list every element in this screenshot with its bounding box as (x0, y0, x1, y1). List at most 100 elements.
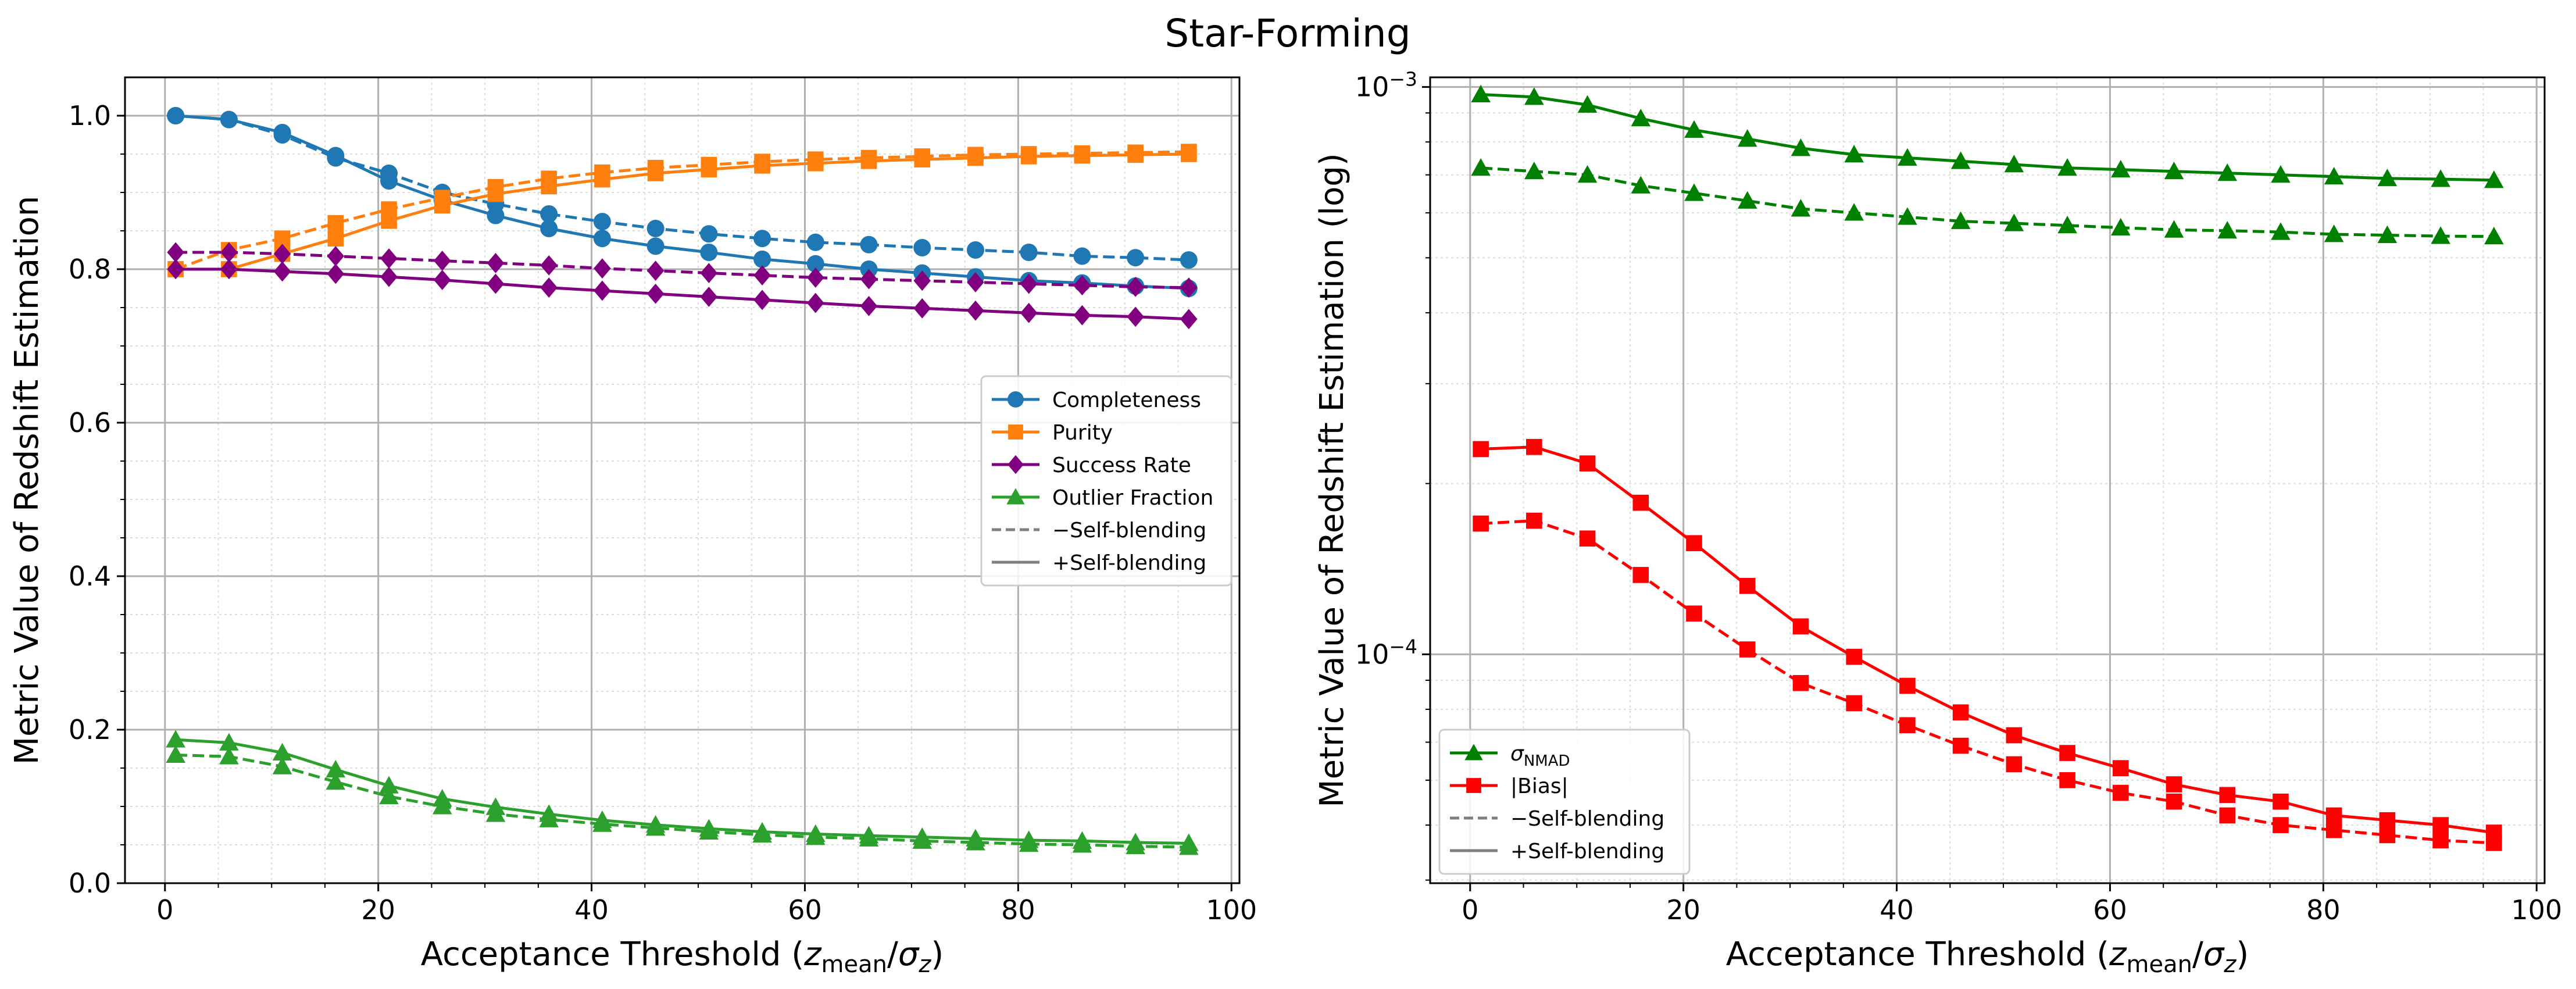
left-data-point (1179, 833, 1199, 851)
right-data-point (2219, 787, 2236, 804)
left-data-point (594, 258, 611, 279)
right-data-point (1579, 455, 1596, 472)
left-data-point (700, 225, 718, 243)
right-data-point (2432, 832, 2449, 849)
right-data-point (2057, 216, 2077, 234)
left-data-point (1073, 305, 1091, 326)
right-data-point (2484, 170, 2504, 188)
right-data-point (1739, 641, 1756, 658)
left-data-point (273, 244, 291, 264)
left-data-point (593, 213, 611, 231)
right-legend-label: σNMAD (1510, 742, 1570, 770)
left-legend-item: +Self-blending (992, 551, 1206, 575)
left-data-point (433, 270, 451, 290)
right-data-point (1739, 577, 1756, 594)
left-data-point (1020, 302, 1038, 323)
left-data-point (700, 243, 718, 261)
right-legend-marker (1464, 744, 1483, 761)
right-data-point (2379, 812, 2396, 829)
left-data-point (1020, 243, 1038, 261)
right-y-axis-label: Metric Value of Redshift Estimation (log… (1313, 153, 1351, 807)
right-data-point (1632, 494, 1649, 511)
left-data-point (752, 822, 772, 840)
right-legend-marker (1466, 778, 1481, 793)
right-data-point (1792, 618, 1809, 635)
right-data-point (2271, 165, 2291, 183)
left-data-point (1073, 275, 1091, 296)
left-x-tick-label: 40 (574, 894, 609, 926)
left-data-point (487, 273, 505, 294)
right-data-point (2271, 222, 2291, 240)
left-y-axis-label: Metric Value of Redshift Estimation (8, 196, 46, 765)
left-data-point (1127, 306, 1144, 327)
left-data-point (808, 155, 824, 172)
left-data-point (326, 772, 346, 790)
right-data-point (1898, 207, 1917, 225)
right-data-point (2324, 167, 2344, 185)
left-data-point (914, 151, 931, 168)
left-data-point (166, 745, 185, 763)
right-data-point (1792, 674, 1809, 691)
right-data-point (2166, 776, 2182, 792)
left-legend-item: Purity (992, 421, 1113, 445)
left-data-point (272, 756, 292, 774)
left-data-point (807, 267, 824, 288)
left-data-point (594, 171, 610, 188)
left-data-point (487, 253, 505, 273)
left-data-point (540, 220, 558, 238)
left-data-point (593, 230, 611, 248)
right-data-point (1844, 145, 1864, 163)
right-legend-label: +Self-blending (1510, 840, 1664, 863)
right-axes-frame (1429, 76, 2546, 884)
right-data-point (2217, 163, 2238, 181)
right-data-point (2004, 213, 2024, 231)
left-data-point (1180, 251, 1198, 269)
right-data-point (2059, 745, 2075, 761)
left-legend-item: Outlier Fraction (992, 486, 1213, 510)
left-data-point (219, 733, 239, 751)
right-data-point (1471, 158, 1491, 176)
right-legend-item: +Self-blending (1450, 840, 1664, 863)
left-legend-label: Outlier Fraction (1052, 486, 1213, 510)
right-series--bias--dashed (1473, 512, 2502, 851)
left-data-point (167, 242, 184, 263)
right-data-point (2006, 756, 2023, 773)
left-data-point (1181, 146, 1197, 162)
left-x-axis-label: Acceptance Threshold (zmean/σz) (421, 936, 944, 978)
right-data-point (1577, 165, 1598, 183)
figure-title: Star-Forming (1164, 11, 1410, 56)
right-data-point (1684, 183, 1704, 201)
right-data-point (2486, 835, 2502, 851)
left-data-point (220, 110, 238, 128)
right-data-point (2325, 822, 2342, 838)
right-x-tick-label: 20 (1666, 894, 1700, 926)
right-data-point (1952, 737, 1969, 754)
right-data-point (2432, 817, 2449, 833)
left-data-point (541, 178, 557, 195)
right-legend: σNMAD |Bias| −Self-blending +Self-blending (1438, 729, 1691, 875)
left-data-point (646, 283, 664, 304)
left-data-point (1072, 831, 1092, 849)
right-series--nmad-solid (1471, 84, 2504, 188)
left-series-success-rate-solid (167, 259, 1198, 330)
left-data-point (220, 259, 238, 280)
right-data-point (1473, 515, 1489, 532)
right-data-point (1899, 717, 1916, 734)
right-data-point (1631, 176, 1651, 194)
right-data-point (1632, 567, 1649, 583)
left-data-point (379, 787, 399, 805)
left-data-point (381, 213, 397, 229)
right-series--bias--solid (1473, 438, 2502, 841)
left-series-success-rate-dashed (167, 242, 1198, 298)
right-data-point (1899, 677, 1916, 694)
left-data-point (432, 789, 452, 807)
left-data-point (753, 265, 771, 285)
left-data-point (1180, 277, 1198, 298)
left-data-point (272, 742, 292, 761)
right-data-point (1577, 95, 1598, 113)
right-data-point (2166, 793, 2182, 810)
left-data-point (753, 250, 771, 268)
left-legend-label: Purity (1052, 421, 1113, 445)
left-data-point (1020, 273, 1038, 294)
right-data-point (1950, 151, 1971, 169)
